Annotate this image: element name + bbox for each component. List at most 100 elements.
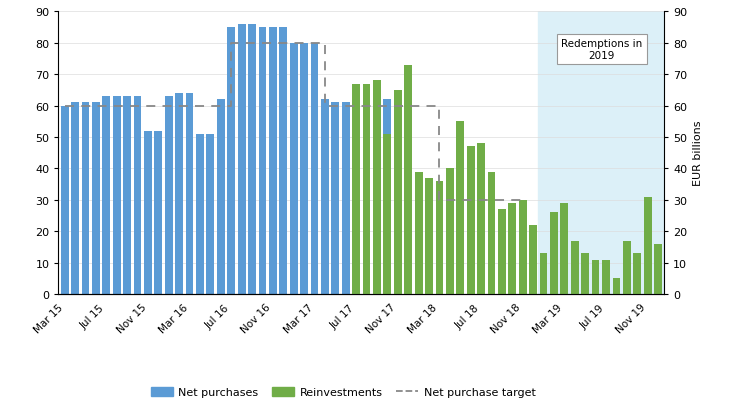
Bar: [113, 97, 120, 294]
Bar: [217, 100, 225, 294]
Bar: [425, 200, 433, 294]
Bar: [185, 94, 193, 294]
Net purchase target: [487, 198, 496, 203]
Bar: [280, 28, 287, 294]
Net purchase target: [91, 104, 100, 109]
Net purchase target: [310, 41, 319, 46]
Net purchase target: [185, 104, 194, 109]
Bar: [363, 84, 370, 294]
Net purchase target: [123, 104, 131, 109]
Net purchase target: [279, 41, 288, 46]
Bar: [654, 244, 662, 294]
Bar: [258, 28, 266, 294]
Bar: [529, 225, 537, 294]
Bar: [538, 12, 665, 294]
Net purchase target: [247, 41, 256, 46]
Net purchase target: [71, 104, 80, 109]
Bar: [353, 135, 360, 294]
Net purchase target: [206, 104, 215, 109]
Bar: [519, 200, 526, 294]
Net purchase target: [342, 104, 350, 109]
Net purchase target: [466, 198, 475, 203]
Bar: [353, 84, 360, 294]
Net purchase target: [227, 41, 236, 46]
Bar: [446, 200, 454, 294]
Bar: [612, 279, 620, 294]
Bar: [331, 103, 339, 294]
Bar: [92, 103, 100, 294]
Bar: [383, 100, 391, 294]
Bar: [394, 91, 402, 294]
Bar: [550, 213, 558, 294]
Bar: [144, 131, 152, 294]
Bar: [269, 28, 277, 294]
Net purchase target: [477, 198, 485, 203]
Net purchase target: [133, 104, 142, 109]
Bar: [134, 97, 142, 294]
Bar: [82, 103, 89, 294]
Net purchase target: [362, 104, 371, 109]
Net purchase target: [216, 104, 225, 109]
Net purchase target: [404, 104, 412, 109]
Bar: [436, 182, 443, 294]
Bar: [290, 44, 298, 294]
Bar: [300, 44, 308, 294]
Bar: [175, 94, 183, 294]
Bar: [508, 204, 516, 294]
Bar: [508, 247, 516, 294]
Bar: [71, 103, 79, 294]
Bar: [498, 210, 506, 294]
Bar: [498, 247, 506, 294]
Bar: [425, 178, 433, 294]
Text: Redemptions in
2019: Redemptions in 2019: [561, 39, 642, 61]
Bar: [310, 44, 318, 294]
Bar: [602, 260, 610, 294]
Net purchase target: [289, 41, 298, 46]
Net purchase target: [456, 198, 464, 203]
Bar: [623, 241, 631, 294]
Net purchase target: [164, 104, 173, 109]
Net purchase target: [508, 198, 517, 203]
Bar: [477, 200, 485, 294]
Net purchase target: [154, 104, 163, 109]
Bar: [581, 254, 589, 294]
Net purchase target: [61, 104, 69, 109]
Bar: [466, 147, 475, 294]
Net purchase target: [300, 41, 309, 46]
Bar: [539, 254, 548, 294]
Bar: [404, 65, 412, 294]
Bar: [238, 25, 245, 294]
Net purchase target: [102, 104, 111, 109]
Bar: [644, 197, 652, 294]
Net purchase target: [269, 41, 277, 46]
Bar: [342, 103, 350, 294]
Bar: [248, 25, 256, 294]
Bar: [321, 100, 328, 294]
Bar: [488, 247, 496, 294]
Net purchase target: [393, 104, 402, 109]
Bar: [519, 247, 526, 294]
Bar: [466, 200, 475, 294]
Y-axis label: EUR billions: EUR billions: [693, 121, 703, 186]
Bar: [415, 200, 423, 294]
Bar: [477, 144, 485, 294]
Bar: [227, 28, 235, 294]
Net purchase target: [320, 104, 329, 109]
Bar: [446, 169, 454, 294]
Net purchase target: [445, 198, 454, 203]
Net purchase target: [237, 41, 246, 46]
Bar: [571, 241, 579, 294]
Net purchase target: [81, 104, 90, 109]
Bar: [102, 97, 110, 294]
Bar: [415, 172, 423, 294]
Bar: [394, 100, 402, 294]
Bar: [592, 260, 599, 294]
Net purchase target: [518, 198, 527, 203]
Legend: Net purchases, Reinvestments, Net purchase target: Net purchases, Reinvestments, Net purcha…: [146, 382, 540, 402]
Bar: [561, 204, 568, 294]
Net purchase target: [435, 198, 444, 203]
Bar: [456, 122, 464, 294]
Net purchase target: [425, 104, 434, 109]
Net purchase target: [196, 104, 204, 109]
Net purchase target: [331, 104, 339, 109]
